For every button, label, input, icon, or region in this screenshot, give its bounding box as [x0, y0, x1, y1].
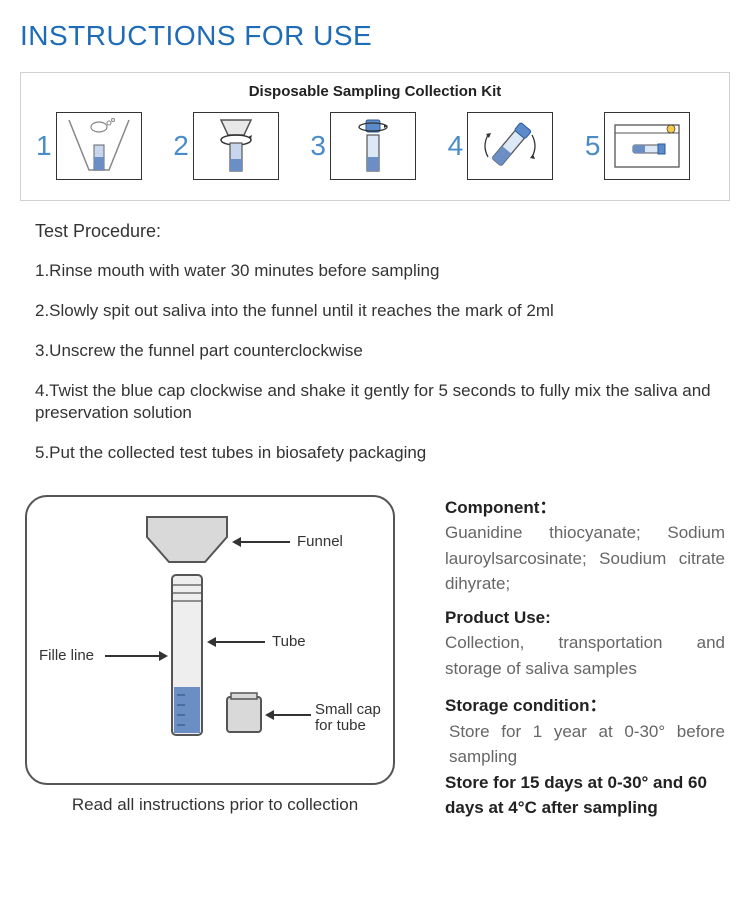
page-title: INSTRUCTIONS FOR USE — [20, 20, 730, 52]
step-1-figure — [56, 112, 142, 180]
step-num: 2 — [173, 130, 189, 162]
kit-title: Disposable Sampling Collection Kit — [36, 83, 714, 100]
procedure-section: Test Procedure: 1.Rinse mouth with water… — [20, 221, 730, 465]
step-num: 1 — [36, 130, 52, 162]
step-num: 4 — [448, 130, 464, 162]
diagram-column: Funnel Tube Fille line Small cap for tub… — [25, 495, 405, 821]
component-label: Component： — [445, 495, 725, 521]
arrow-icon — [159, 651, 168, 661]
label-small-cap: Small cap for tube — [315, 702, 393, 735]
step-5-figure — [604, 112, 690, 180]
step-2-figure — [193, 112, 279, 180]
procedure-step: 2.Slowly spit out saliva into the funnel… — [35, 300, 715, 322]
product-use-text: Collection, transportation and storage o… — [445, 630, 725, 681]
step-4-figure — [467, 112, 553, 180]
kit-panel: Disposable Sampling Collection Kit 1 2 — [20, 72, 730, 201]
diagram-caption: Read all instructions prior to collectio… — [25, 795, 405, 815]
arrow-line — [273, 714, 311, 716]
procedure-step: 4.Twist the blue cap clockwise and shake… — [35, 380, 715, 424]
arrow-line — [215, 641, 265, 643]
storage-bold-text: Store for 15 days at 0-30° and 60 days a… — [445, 770, 725, 821]
step-num: 3 — [310, 130, 326, 162]
step-num: 5 — [585, 130, 601, 162]
procedure-heading: Test Procedure: — [35, 221, 715, 242]
label-tube: Tube — [272, 633, 306, 650]
step-4: 4 — [448, 112, 577, 180]
arrow-line — [240, 541, 290, 543]
procedure-step: 3.Unscrew the funnel part counterclockwi… — [35, 340, 715, 362]
step-1: 1 — [36, 112, 165, 180]
component-diagram: Funnel Tube Fille line Small cap for tub… — [25, 495, 395, 785]
step-3: 3 — [310, 112, 439, 180]
label-fill-line: Fille line — [39, 647, 94, 664]
label-funnel: Funnel — [297, 533, 343, 550]
steps-row: 1 2 — [36, 112, 714, 180]
component-text: Guanidine thiocyanate; Sodium lauroylsar… — [445, 520, 725, 597]
product-use-label: Product Use: — [445, 605, 725, 631]
arrow-line — [105, 655, 160, 657]
procedure-step: 5.Put the collected test tubes in biosaf… — [35, 442, 715, 464]
info-column: Component： Guanidine thiocyanate; Sodium… — [445, 495, 725, 821]
step-2: 2 — [173, 112, 302, 180]
procedure-step: 1.Rinse mouth with water 30 minutes befo… — [35, 260, 715, 282]
bottom-row: Funnel Tube Fille line Small cap for tub… — [20, 495, 730, 821]
step-5: 5 — [585, 112, 714, 180]
step-3-figure — [330, 112, 416, 180]
storage-label: Storage condition： — [445, 693, 725, 719]
storage-text: Store for 1 year at 0-30° before samplin… — [445, 719, 725, 770]
